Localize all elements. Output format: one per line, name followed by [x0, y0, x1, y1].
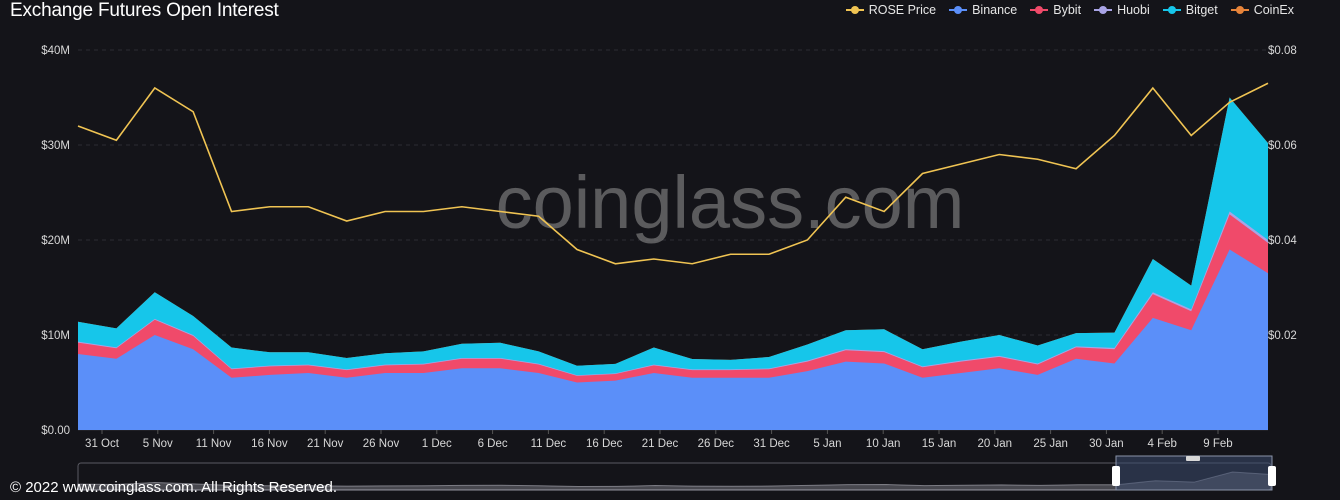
y-axis-left: $0.00 $10M $20M $30M $40M — [41, 45, 70, 437]
y-left-tick-label: $0.00 — [41, 425, 70, 437]
x-tick-label: 20 Jan — [978, 438, 1013, 450]
legend-item-bitget[interactable]: Bitget — [1162, 3, 1218, 17]
y-right-tick-label: $0.06 — [1268, 140, 1297, 152]
x-tick-label: 6 Dec — [478, 438, 508, 450]
x-tick-label: 16 Nov — [251, 438, 288, 450]
x-tick-label: 10 Jan — [866, 438, 901, 450]
x-tick-label: 21 Nov — [307, 438, 344, 450]
legend-item-bybit[interactable]: Bybit — [1030, 3, 1081, 17]
y-left-tick-label: $30M — [41, 140, 70, 152]
legend-label: Bybit — [1053, 3, 1082, 17]
chart-legend: ROSE Price Binance Bybit Huobi Bitget Co… — [845, 3, 1294, 17]
legend-marker-icon — [1030, 6, 1049, 14]
copyright-footer: © 2022 www.coinglass.com. All Rights Res… — [10, 479, 338, 496]
price-line-series — [77, 82, 1269, 265]
legend-label: Binance — [972, 3, 1018, 17]
navigator-grip-icon — [1186, 456, 1200, 461]
x-tick-label: 26 Nov — [363, 438, 400, 450]
legend-label: Bitget — [1185, 3, 1218, 17]
legend-item-huobi[interactable]: Huobi — [1094, 3, 1150, 17]
legend-marker-icon — [1162, 6, 1181, 14]
y-left-tick-label: $40M — [41, 45, 70, 57]
legend-marker-icon — [949, 6, 968, 14]
area-series — [78, 97, 1268, 430]
y-right-tick-label: $0.04 — [1268, 235, 1297, 247]
x-tick-label: 11 Nov — [196, 438, 232, 450]
y-left-tick-label: $10M — [41, 330, 70, 342]
y-right-tick-label: $0.08 — [1268, 45, 1297, 57]
chart-title: Exchange Futures Open Interest — [10, 0, 279, 21]
area-bitget — [78, 97, 1268, 430]
navigator-handle-right — [1268, 466, 1276, 486]
legend-item-coinex[interactable]: CoinEx — [1230, 3, 1294, 17]
legend-marker-icon — [845, 6, 864, 14]
x-tick-label: 26 Dec — [698, 438, 735, 450]
x-tick-label: 11 Dec — [531, 438, 567, 450]
x-tick-label: 9 Feb — [1203, 438, 1232, 450]
x-axis: 31 Oct 5 Nov 11 Nov 16 Nov 21 Nov 26 Nov 1 Dec… — [85, 430, 1233, 450]
navigator-handle-left — [1112, 466, 1120, 486]
legend-item-rose-price[interactable]: ROSE Price — [845, 3, 937, 17]
legend-label: ROSE Price — [868, 3, 937, 17]
x-tick-label: 4 Feb — [1147, 438, 1176, 450]
y-left-tick-label: $20M — [41, 235, 70, 247]
legend-label: Huobi — [1117, 3, 1150, 17]
legend-marker-icon — [1230, 6, 1249, 14]
x-tick-label: 16 Dec — [586, 438, 623, 450]
watermark: coinglass.com — [496, 161, 965, 244]
x-tick-label: 15 Jan — [922, 438, 957, 450]
y-right-tick-label: $0.02 — [1268, 330, 1297, 342]
x-tick-label: 31 Oct — [85, 438, 120, 450]
x-tick-label: 21 Dec — [642, 438, 679, 450]
legend-item-binance[interactable]: Binance — [949, 3, 1017, 17]
navigator-selection — [1115, 455, 1273, 491]
x-tick-label: 5 Nov — [143, 438, 173, 450]
x-tick-label: 1 Dec — [422, 438, 452, 450]
x-tick-label: 5 Jan — [813, 438, 841, 450]
legend-marker-icon — [1094, 6, 1113, 14]
x-tick-label: 31 Dec — [753, 438, 790, 450]
x-tick-label: 30 Jan — [1089, 438, 1124, 450]
range-navigator[interactable] — [77, 455, 1276, 491]
line-rose-price — [77, 82, 1269, 265]
legend-label: CoinEx — [1253, 3, 1294, 17]
x-tick-label: 25 Jan — [1033, 438, 1068, 450]
area-binance — [78, 249, 1268, 430]
y-axis-right: $0.02 $0.04 $0.06 $0.08 — [1268, 45, 1297, 342]
